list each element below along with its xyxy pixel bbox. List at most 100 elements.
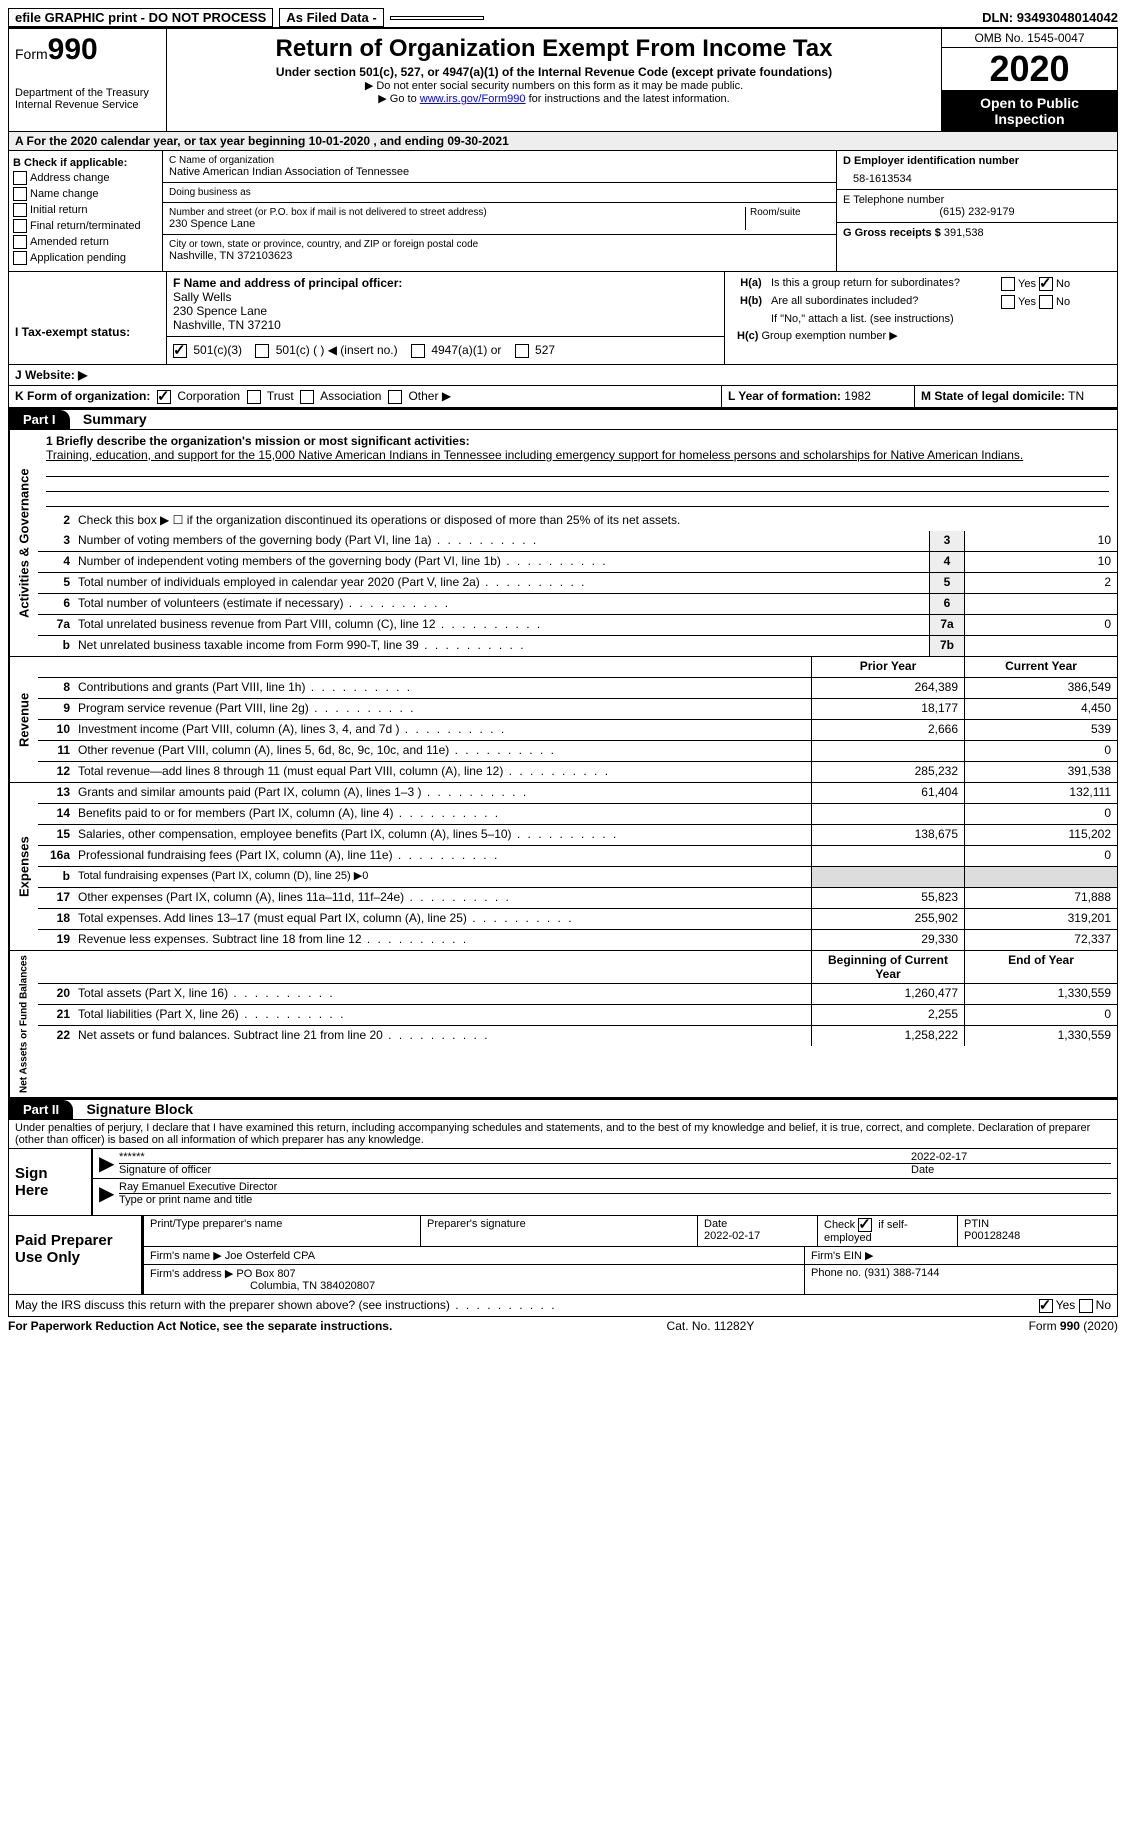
cb-ha-no[interactable] bbox=[1039, 277, 1053, 291]
gross-label: G Gross receipts $ bbox=[843, 227, 941, 239]
as-filed-blank bbox=[390, 16, 484, 20]
summary-line: 6Total number of volunteers (estimate if… bbox=[38, 594, 1117, 615]
hb-note: If "No," attach a list. (see instruction… bbox=[731, 311, 1111, 327]
cb-501c3[interactable] bbox=[173, 344, 187, 358]
cb-corp[interactable] bbox=[157, 390, 171, 404]
ein-value: 58-1613534 bbox=[843, 167, 1111, 185]
dept-label: Department of the Treasury Internal Reve… bbox=[15, 87, 160, 111]
year-formation: 1982 bbox=[844, 389, 871, 403]
summary-line: 7aTotal unrelated business revenue from … bbox=[38, 615, 1117, 636]
summary-line: 21Total liabilities (Part X, line 26)2,2… bbox=[38, 1005, 1117, 1026]
prep-date: 2022-02-17 bbox=[704, 1230, 760, 1242]
col-c: C Name of organization Native American I… bbox=[163, 151, 836, 271]
identity-grid: B Check if applicable: Address change Na… bbox=[8, 151, 1118, 272]
c-label: C Name of organization bbox=[169, 155, 830, 166]
cb-amended[interactable] bbox=[13, 235, 27, 249]
summary-line: 13Grants and similar amounts paid (Part … bbox=[38, 783, 1117, 804]
prep-name-label: Print/Type preparer's name bbox=[143, 1216, 420, 1247]
dln: DLN: 93493048014042 bbox=[982, 10, 1118, 25]
phone-label: E Telephone number bbox=[843, 194, 1111, 206]
summary-line: 5Total number of individuals employed in… bbox=[38, 573, 1117, 594]
cb-application-pending[interactable] bbox=[13, 251, 27, 265]
form-ref: Form 990 (2020) bbox=[1029, 1319, 1118, 1333]
summary-line: 9Program service revenue (Part VIII, lin… bbox=[38, 699, 1117, 720]
prior-year-header: Prior Year bbox=[811, 657, 964, 677]
cb-hb-yes[interactable] bbox=[1001, 295, 1015, 309]
cb-4947[interactable] bbox=[411, 344, 425, 358]
org-name: Native American Indian Association of Te… bbox=[169, 166, 830, 178]
cb-501c[interactable] bbox=[255, 344, 269, 358]
street-address: 230 Spence Lane bbox=[169, 218, 745, 230]
cb-final-return[interactable] bbox=[13, 219, 27, 233]
hc-label: Group exemption number ▶ bbox=[761, 330, 897, 342]
begin-year-header: Beginning of Current Year bbox=[811, 951, 964, 983]
paid-preparer-label: Paid Preparer Use Only bbox=[9, 1216, 141, 1294]
name-label: Type or print name and title bbox=[119, 1193, 1111, 1206]
summary-line: 15Salaries, other compensation, employee… bbox=[38, 825, 1117, 846]
phone-value: (615) 232-9179 bbox=[843, 206, 1111, 218]
ein-label: D Employer identification number bbox=[843, 155, 1111, 167]
section-a-dates: A For the 2020 calendar year, or tax yea… bbox=[8, 132, 1118, 151]
cb-assoc[interactable] bbox=[300, 390, 314, 404]
summary-line: bNet unrelated business taxable income f… bbox=[38, 636, 1117, 656]
prep-sig-label: Preparer's signature bbox=[420, 1216, 697, 1247]
summary-line: 3Number of voting members of the governi… bbox=[38, 531, 1117, 552]
summary-line: 10Investment income (Part VIII, column (… bbox=[38, 720, 1117, 741]
cb-hb-no[interactable] bbox=[1039, 295, 1053, 309]
f-h-row: I Tax-exempt status: F Name and address … bbox=[8, 272, 1118, 365]
room-label: Room/suite bbox=[750, 207, 830, 218]
gross-value: 391,538 bbox=[944, 227, 984, 239]
penalty-statement: Under penalties of perjury, I declare th… bbox=[8, 1120, 1118, 1149]
dba-label: Doing business as bbox=[169, 187, 830, 198]
omb-number: OMB No. 1545-0047 bbox=[942, 29, 1117, 48]
as-filed: As Filed Data - bbox=[279, 8, 383, 27]
efile-notice: efile GRAPHIC print - DO NOT PROCESS bbox=[8, 8, 273, 27]
net-assets-label: Net Assets or Fund Balances bbox=[9, 951, 38, 1097]
row-j: J Website: ▶ bbox=[8, 365, 1118, 386]
ha-label: Is this a group return for subordinates? bbox=[771, 277, 1001, 291]
row-k: K Form of organization: Corporation Trus… bbox=[8, 386, 1118, 408]
form-subtitle: Under section 501(c), 527, or 4947(a)(1)… bbox=[175, 65, 933, 79]
summary-line: 19Revenue less expenses. Subtract line 1… bbox=[38, 930, 1117, 950]
cb-address-change[interactable] bbox=[13, 171, 27, 185]
cb-name-change[interactable] bbox=[13, 187, 27, 201]
cb-initial-return[interactable] bbox=[13, 203, 27, 217]
summary-line: 17Other expenses (Part IX, column (A), l… bbox=[38, 888, 1117, 909]
cb-527[interactable] bbox=[515, 344, 529, 358]
page-footer: For Paperwork Reduction Act Notice, see … bbox=[8, 1317, 1118, 1335]
irs-link[interactable]: www.irs.gov/Form990 bbox=[420, 93, 526, 105]
paperwork-notice: For Paperwork Reduction Act Notice, see … bbox=[8, 1319, 392, 1333]
tax-year: 2020 bbox=[942, 48, 1117, 91]
summary-line: 2Check this box ▶ ☐ if the organization … bbox=[38, 511, 1117, 531]
summary-line: 4Number of independent voting members of… bbox=[38, 552, 1117, 573]
top-bar: efile GRAPHIC print - DO NOT PROCESS As … bbox=[8, 8, 1118, 27]
summary-line: 12Total revenue—add lines 8 through 11 (… bbox=[38, 762, 1117, 782]
cb-discuss-yes[interactable] bbox=[1039, 1299, 1053, 1313]
form-title: Return of Organization Exempt From Incom… bbox=[175, 35, 933, 63]
cb-other[interactable] bbox=[388, 390, 402, 404]
officer-name: Sally Wells bbox=[173, 290, 718, 304]
cb-discuss-no[interactable] bbox=[1079, 1299, 1093, 1313]
firm-addr1: PO Box 807 bbox=[236, 1268, 295, 1280]
cb-trust[interactable] bbox=[247, 390, 261, 404]
officer-label: F Name and address of principal officer: bbox=[173, 276, 718, 290]
firm-addr2: Columbia, TN 384020807 bbox=[150, 1280, 375, 1292]
city-label: City or town, state or province, country… bbox=[169, 239, 830, 250]
cb-ha-yes[interactable] bbox=[1001, 277, 1015, 291]
may-irs-row: May the IRS discuss this return with the… bbox=[8, 1295, 1118, 1317]
website-label: J Website: ▶ bbox=[9, 365, 93, 385]
part1-header: Part I Summary bbox=[8, 408, 1118, 430]
row-i-label: I Tax-exempt status: bbox=[9, 272, 167, 364]
sig-date: 2022-02-17 bbox=[911, 1151, 1111, 1163]
officer-addr1: 230 Spence Lane bbox=[173, 304, 718, 318]
sign-here-label: Sign Here bbox=[9, 1149, 91, 1215]
col-b-checkboxes: B Check if applicable: Address change Na… bbox=[9, 151, 163, 271]
part2-header: Part II Signature Block bbox=[8, 1098, 1118, 1120]
signature-stars: ****** bbox=[119, 1151, 911, 1163]
form-header: Form990 Department of the Treasury Inter… bbox=[8, 27, 1118, 132]
summary-line: 11Other revenue (Part VIII, column (A), … bbox=[38, 741, 1117, 762]
form-number: Form990 bbox=[15, 33, 160, 67]
col-right: D Employer identification number 58-1613… bbox=[836, 151, 1117, 271]
domicile-state: TN bbox=[1068, 389, 1084, 403]
cb-self-employed[interactable] bbox=[858, 1218, 872, 1232]
